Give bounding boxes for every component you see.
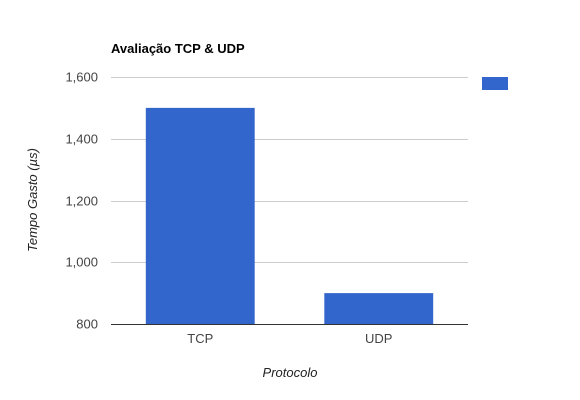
- x-tick-labels: TCP UDP: [187, 331, 392, 346]
- y-tick-label: 1,200: [65, 194, 98, 209]
- x-axis-title: Protocolo: [263, 365, 318, 380]
- bars: [145, 107, 434, 324]
- chart-title: Avaliação TCP & UDP: [111, 41, 245, 56]
- y-tick-label: 1,400: [65, 132, 98, 147]
- x-tick-label: TCP: [187, 331, 213, 346]
- y-tick-label: 1,000: [65, 255, 98, 270]
- x-tick-label: UDP: [365, 331, 392, 346]
- y-axis-title: Tempo Gasto (µs): [25, 148, 40, 252]
- legend-swatch: [482, 77, 508, 90]
- y-tick-label: 800: [76, 317, 98, 332]
- legend: [482, 77, 508, 90]
- y-tick-label: 1,600: [65, 70, 98, 85]
- y-tick-labels: 800 1,000 1,200 1,400 1,600: [65, 70, 98, 332]
- bar-udp: [324, 293, 434, 324]
- bar-tcp: [145, 107, 255, 324]
